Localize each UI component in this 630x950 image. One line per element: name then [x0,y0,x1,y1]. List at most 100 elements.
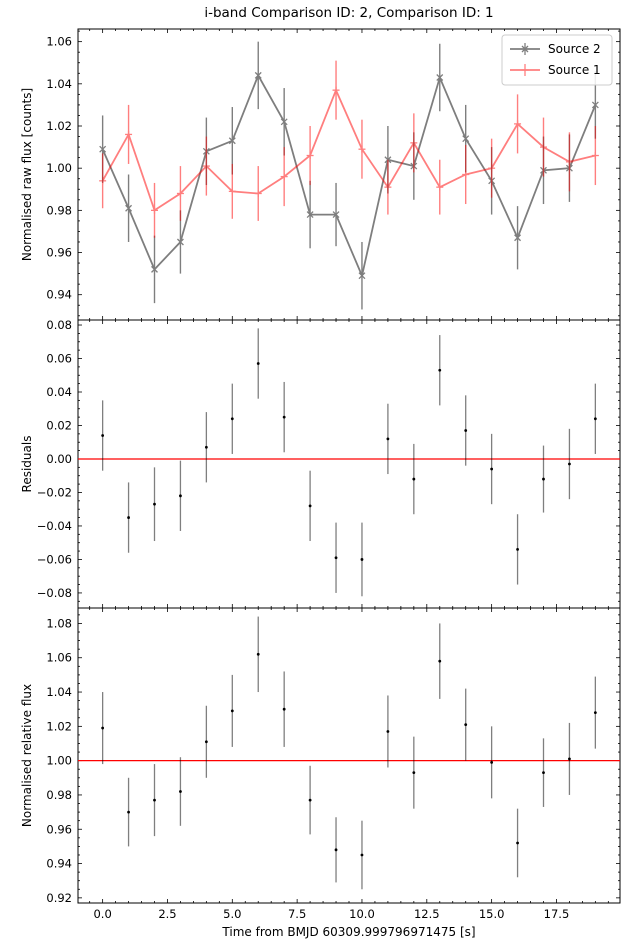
data-point [179,790,182,793]
residuals-panel: −0.08 −0.06 −0.04 −0.02 0.00 0.02 0.04 0.06 0.08… [20,318,621,609]
data-point [228,187,236,195]
data-point [308,798,312,802]
data-point [282,707,286,711]
data-point [204,445,208,449]
data-point [514,120,522,128]
data-point [256,362,260,365]
data-point [101,434,105,437]
marker-stroke [99,145,107,153]
data-point [202,162,210,170]
data-point [101,726,105,730]
data-point [334,848,338,852]
data-point [436,74,444,81]
data-point [358,272,366,280]
y-tick-label: 1.06 [46,35,72,49]
y-tick-label: 1.02 [46,119,72,133]
marker-stroke [176,238,184,246]
data-points [101,328,597,597]
plot-frame [77,319,621,609]
marker-stroke [151,265,158,273]
y-tick-label: 1.04 [46,685,72,699]
marker-stroke [228,137,236,145]
x-tick-label: 0.0 [93,907,111,921]
data-point [125,130,133,138]
data-point [360,558,364,561]
x-tick-label: 7.5 [288,907,306,921]
data-point [591,101,599,109]
data-point [99,177,107,185]
data-point [228,137,236,145]
chart-title: i-band Comparison ID: 2, Comparison ID: … [204,5,493,21]
data-point [568,462,571,466]
data-point [568,757,571,761]
data-point [153,502,156,506]
data-point [176,189,184,197]
marker-stroke [358,272,366,280]
series-source-1 [99,60,599,238]
data-point [490,760,494,764]
data-point [127,516,130,519]
legend-swatch [510,43,540,55]
data-point [514,234,522,242]
x-axis-label: Time from BMJD 60309.999796971475 [s] [221,925,475,939]
x-tick-label: 15.0 [479,907,505,921]
y-tick-label: 1.00 [46,754,72,768]
legend-marker [521,45,529,53]
data-point [176,238,184,246]
y-tick-label: 0.94 [46,857,72,871]
data-point [332,211,340,219]
data-point [488,164,496,172]
data-point [542,771,545,775]
data-point [386,730,390,733]
data-point [464,723,468,727]
data-point [151,206,159,214]
y-tick-label: 0.92 [46,891,72,905]
data-point [412,477,416,481]
legend: Source 2 Source 1 [501,34,613,86]
x-tick-label: 17.5 [544,907,570,921]
marker-stroke [591,101,599,109]
y-tick-label: 0.98 [46,203,72,217]
series-line [101,73,597,279]
marker-stroke [254,71,262,79]
data-point [462,135,470,143]
y-tick-label: 1.08 [46,616,72,630]
data-point [490,467,494,471]
y-axis-label: Residuals [20,436,34,493]
marker-stroke [436,74,444,81]
x-tick-label: 2.5 [158,907,176,921]
data-point [462,171,470,178]
marker-stroke [125,204,133,212]
data-point [593,417,597,421]
data-point [542,477,545,481]
y-tick-label: −0.08 [37,586,72,600]
x-tick-label: 5.0 [223,907,241,921]
relative-flux-panel: 0.92 0.94 0.96 0.98 1.00 1.02 1.04 1.06 1.08 0.0 2… [20,607,621,921]
data-point [306,152,314,160]
data-point [256,652,260,656]
data-point [99,145,107,153]
data-point [384,183,392,191]
y-axis-label: Normalised relative flux [20,684,34,827]
y-tick-label: 0.98 [46,788,72,802]
data-point [358,145,366,153]
data-point [438,368,442,372]
data-points [101,616,597,890]
y-tick-label: 0.06 [46,352,72,366]
marker-stroke [462,135,470,143]
marker-stroke [306,211,314,219]
data-point [464,429,468,432]
marker-stroke [280,118,288,126]
data-point [334,556,338,560]
y-tick-label: 0.02 [46,418,72,432]
data-point [516,841,519,845]
data-point [539,143,547,151]
y-tick-label: 1.04 [46,77,72,91]
data-point [254,189,262,197]
marker-stroke [332,211,340,219]
legend-box [501,34,613,86]
data-point [204,740,208,744]
data-point [386,437,390,441]
data-point [593,711,597,715]
